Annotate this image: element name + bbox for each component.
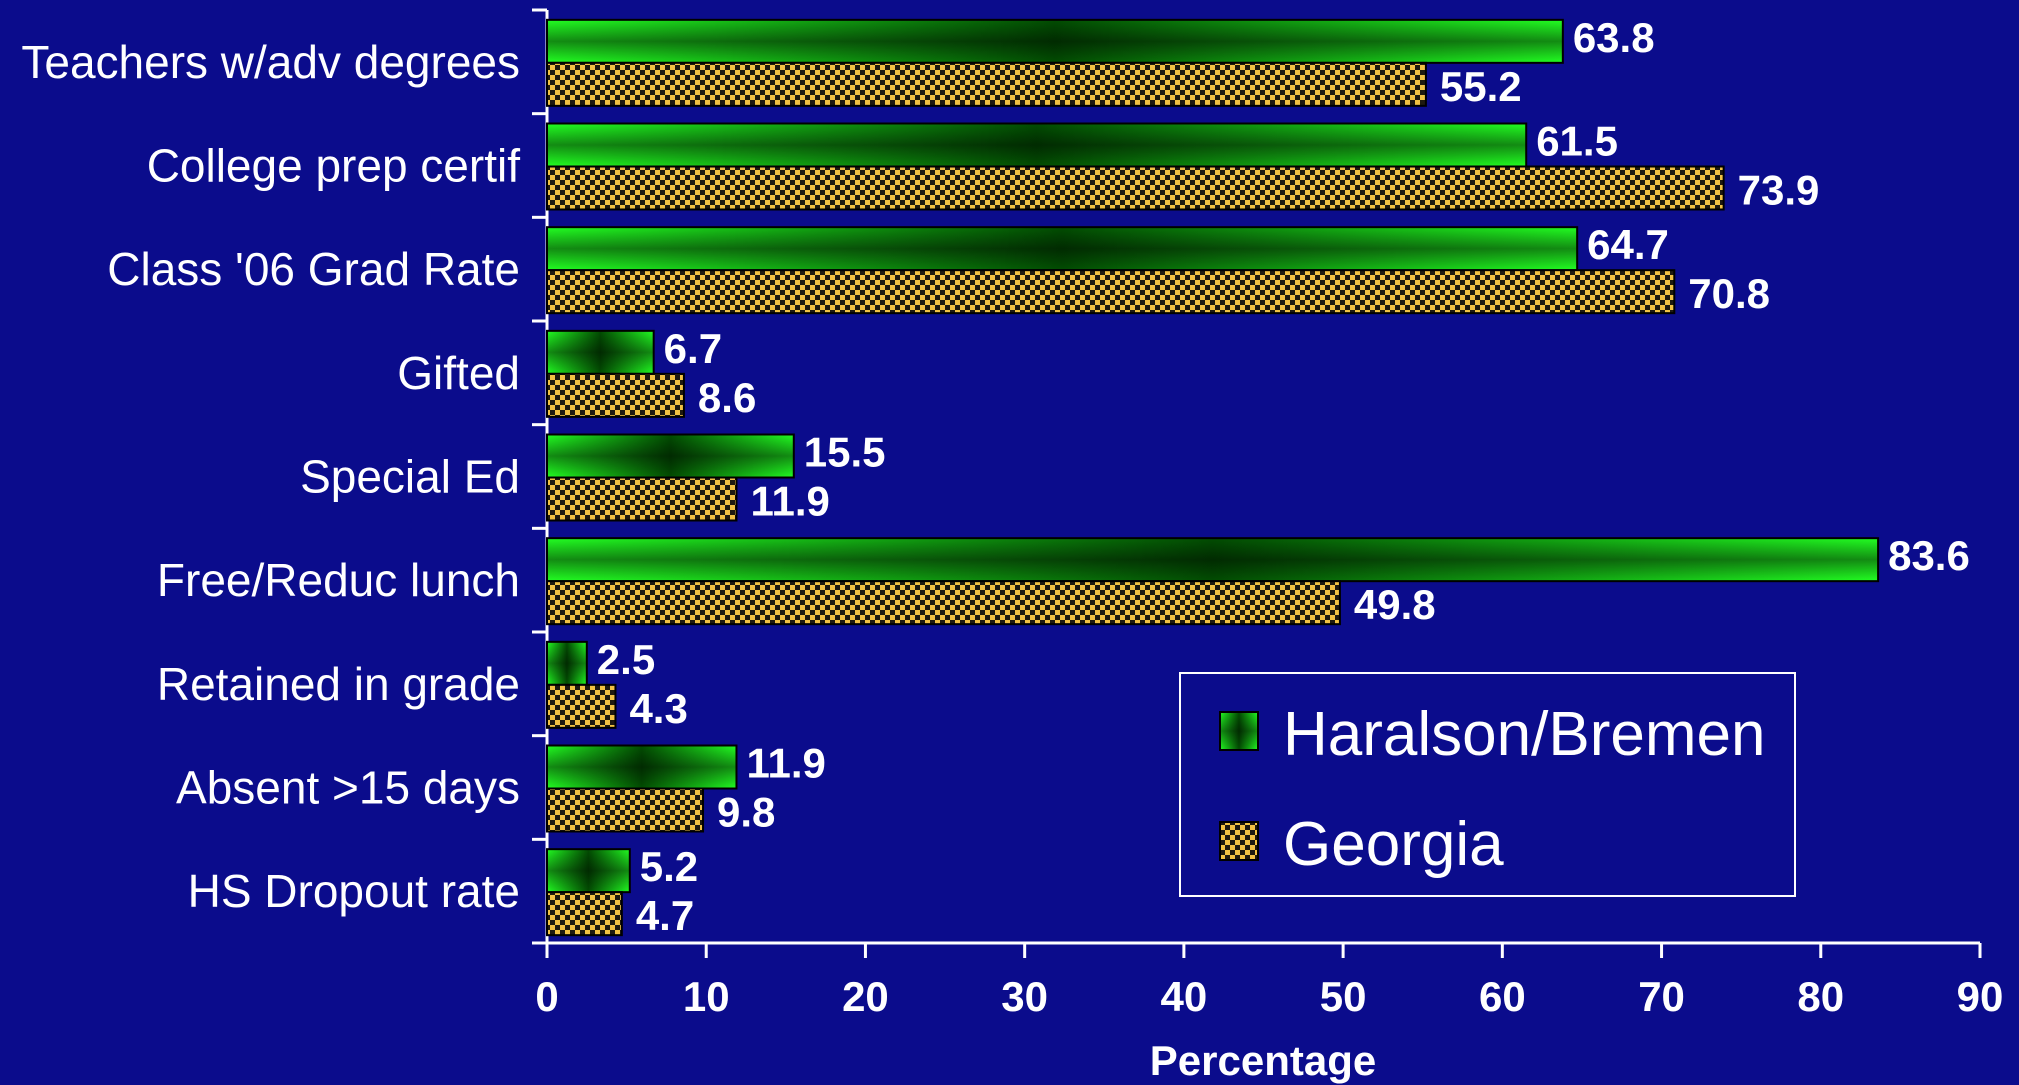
- bar-haralson-bremen-shade: [547, 434, 794, 478]
- value-label-haralson-bremen: 61.5: [1536, 118, 1618, 165]
- value-label-georgia: 4.7: [636, 892, 694, 939]
- value-label-haralson-bremen: 83.6: [1888, 532, 1970, 579]
- bars: [546, 18, 1880, 937]
- legend-box: [1179, 672, 1796, 897]
- bar-haralson-bremen-shade: [547, 330, 654, 374]
- x-axis-title: Percentage: [1150, 1037, 1376, 1084]
- category-label-retained-in-grade: Retained in grade: [157, 658, 520, 710]
- x-tick-label: 10: [683, 973, 730, 1020]
- value-label-haralson-bremen: 15.5: [804, 429, 886, 476]
- bar-haralson-bremen-shade: [547, 745, 737, 789]
- x-tick-label: 0: [535, 973, 558, 1020]
- value-label-haralson-bremen: 64.7: [1587, 221, 1669, 268]
- legend-label-haralson-bremen: Haralson/Bremen: [1283, 700, 1765, 769]
- bar-georgia: [546, 165, 1725, 211]
- category-label-absent-15-days: Absent >15 days: [176, 762, 520, 814]
- value-label-georgia: 55.2: [1440, 63, 1522, 110]
- value-label-georgia: 8.6: [698, 374, 756, 421]
- bar-haralson-bremen-shade: [547, 849, 630, 893]
- category-label-class-06-grad-rate: Class '06 Grad Rate: [107, 243, 520, 295]
- value-label-haralson-bremen: 2.5: [597, 636, 655, 683]
- x-tick-label: 70: [1638, 973, 1685, 1020]
- x-tick-label: 90: [1957, 973, 2004, 1020]
- category-label-college-prep-certif: College prep certif: [147, 140, 521, 192]
- category-label-hs-dropout-rate: HS Dropout rate: [188, 865, 520, 917]
- bar-georgia: [546, 61, 1427, 107]
- value-label-georgia: 9.8: [717, 789, 775, 836]
- y-ticks: [532, 8, 547, 945]
- bar-haralson-bremen-shade: [547, 641, 587, 685]
- category-label-free-reduc-lunch: Free/Reduc lunch: [157, 554, 520, 606]
- category-label-special-ed: Special Ed: [300, 451, 520, 503]
- bar-georgia: [546, 891, 623, 937]
- value-label-georgia: 11.9: [750, 478, 829, 525]
- x-tick-label: 20: [842, 973, 889, 1020]
- legend-swatch-georgia: [1219, 821, 1259, 861]
- bar-haralson-bremen-shade: [547, 227, 1578, 271]
- value-label-georgia: 49.8: [1354, 581, 1436, 628]
- legend-swatch-haralson-shade: [1220, 712, 1258, 750]
- category-label-gifted: Gifted: [397, 347, 520, 399]
- x-tick-label: 40: [1161, 973, 1208, 1020]
- legend-label-georgia: Georgia: [1283, 810, 1504, 879]
- category-label-teachers-w-adv-degrees: Teachers w/adv degrees: [21, 36, 520, 88]
- x-tick-label: 50: [1320, 973, 1367, 1020]
- x-ticks: 0 10 20 30 40 50 60 70 80 90: [535, 943, 2003, 1020]
- bar-haralson-bremen-shade: [547, 19, 1563, 63]
- bar-haralson-bremen-shade: [547, 538, 1879, 582]
- bar-georgia: [546, 580, 1341, 626]
- value-labels: 63.855.261.573.964.770.86.78.615.511.983…: [597, 14, 1970, 939]
- value-label-georgia: 4.3: [629, 685, 687, 732]
- category-labels: Teachers w/adv degrees College prep certi…: [21, 36, 520, 917]
- bar-georgia: [546, 787, 705, 833]
- bar-georgia: [546, 372, 685, 418]
- x-tick-label: 80: [1797, 973, 1844, 1020]
- x-tick-label: 30: [1001, 973, 1048, 1020]
- value-label-haralson-bremen: 6.7: [664, 325, 722, 372]
- value-label-georgia: 73.9: [1738, 167, 1820, 214]
- value-label-haralson-bremen: 11.9: [746, 740, 825, 787]
- bar-haralson-bremen-shade: [547, 123, 1527, 167]
- value-label-haralson-bremen: 63.8: [1573, 14, 1655, 61]
- value-label-georgia: 70.8: [1688, 270, 1770, 317]
- bar-georgia: [546, 683, 617, 729]
- legend: Haralson/Bremen Georgia: [1179, 672, 1796, 897]
- bar-georgia: [546, 269, 1676, 315]
- x-tick-label: 60: [1479, 973, 1526, 1020]
- bar-georgia: [546, 476, 738, 522]
- value-label-haralson-bremen: 5.2: [640, 843, 698, 890]
